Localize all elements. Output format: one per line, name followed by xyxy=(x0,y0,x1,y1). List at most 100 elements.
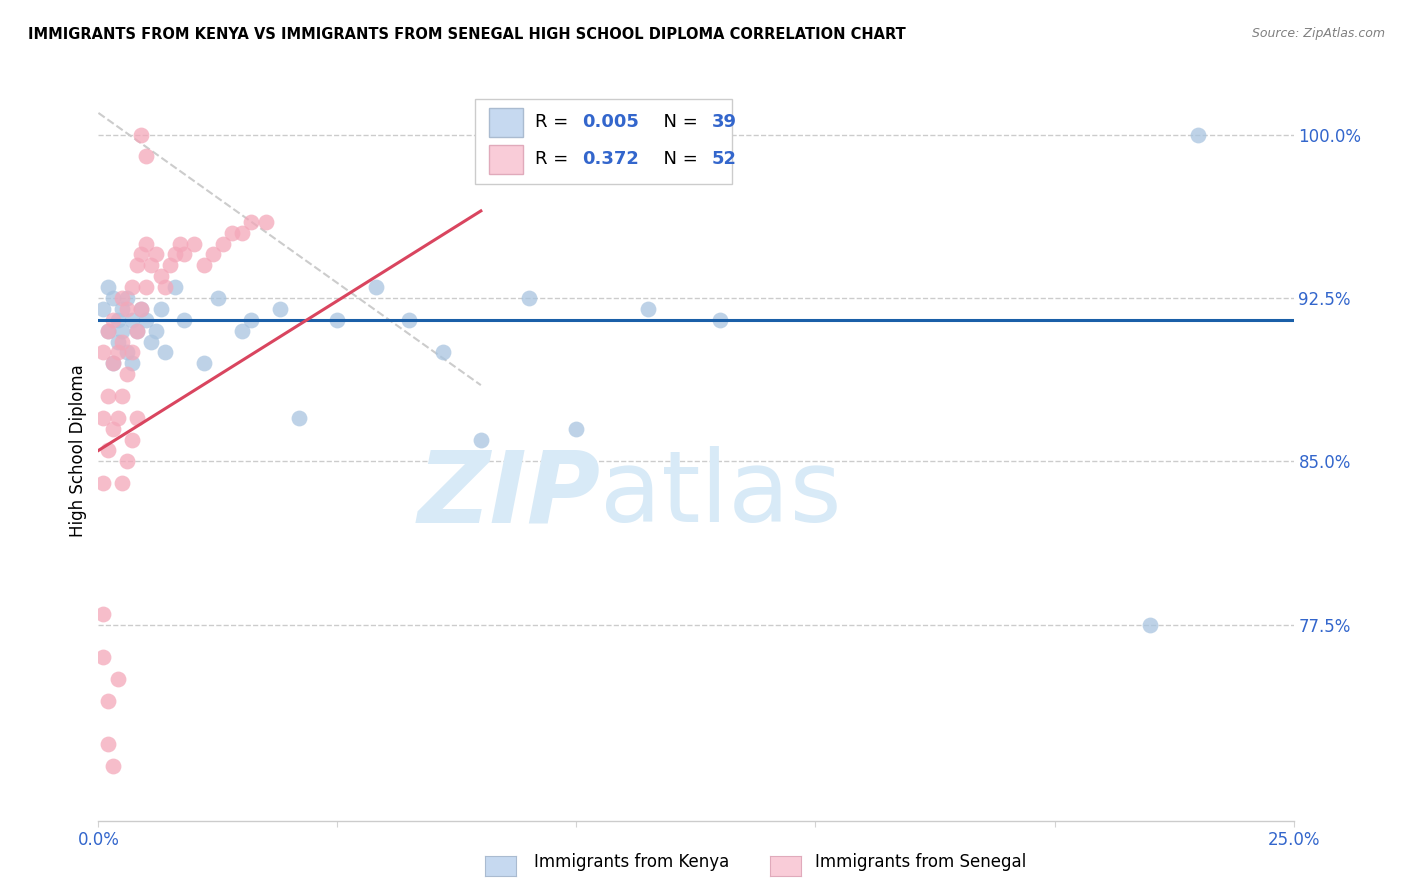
Text: N =: N = xyxy=(652,151,703,169)
Text: 52: 52 xyxy=(711,151,737,169)
Point xyxy=(193,258,215,272)
Point xyxy=(637,301,659,316)
Point xyxy=(163,280,186,294)
Point xyxy=(91,650,114,665)
Point xyxy=(91,301,114,316)
Point xyxy=(111,301,134,316)
Point xyxy=(101,422,124,436)
Point xyxy=(115,301,138,316)
Point xyxy=(145,247,167,261)
Point xyxy=(121,345,143,359)
Point xyxy=(517,291,540,305)
Point xyxy=(211,236,233,251)
Point xyxy=(107,410,129,425)
Point xyxy=(240,313,263,327)
Point xyxy=(149,301,172,316)
Point xyxy=(193,356,215,370)
Point xyxy=(135,236,157,251)
Point xyxy=(240,215,263,229)
Point xyxy=(91,476,114,491)
Point xyxy=(101,291,124,305)
Point xyxy=(135,149,157,163)
Point xyxy=(231,324,253,338)
Point xyxy=(101,759,124,773)
Point xyxy=(107,334,129,349)
Point xyxy=(231,226,253,240)
Text: R =: R = xyxy=(534,151,574,169)
Point xyxy=(125,324,148,338)
Y-axis label: High School Diploma: High School Diploma xyxy=(69,364,87,537)
Text: N =: N = xyxy=(652,113,703,131)
Point xyxy=(163,247,186,261)
Point xyxy=(1187,128,1209,142)
Point xyxy=(135,280,157,294)
Text: R =: R = xyxy=(534,113,574,131)
Point xyxy=(709,313,731,327)
Text: Source: ZipAtlas.com: Source: ZipAtlas.com xyxy=(1251,27,1385,40)
Point xyxy=(131,301,153,316)
Point xyxy=(107,345,129,359)
Text: ZIP: ZIP xyxy=(418,446,600,543)
Text: Immigrants from Kenya: Immigrants from Kenya xyxy=(534,853,730,871)
Point xyxy=(115,368,138,382)
Point xyxy=(398,313,420,327)
Point xyxy=(107,672,129,686)
Point xyxy=(97,738,120,752)
FancyBboxPatch shape xyxy=(475,99,733,184)
Point xyxy=(121,313,143,327)
Point xyxy=(111,389,134,403)
FancyBboxPatch shape xyxy=(489,145,523,174)
Point xyxy=(91,607,114,621)
FancyBboxPatch shape xyxy=(489,109,523,136)
Point xyxy=(97,389,120,403)
Text: Immigrants from Senegal: Immigrants from Senegal xyxy=(815,853,1026,871)
Point xyxy=(159,258,181,272)
Point xyxy=(97,324,120,338)
Point xyxy=(139,258,162,272)
Point xyxy=(115,345,138,359)
Point xyxy=(111,291,134,305)
Point xyxy=(121,356,143,370)
Point xyxy=(183,236,205,251)
Point xyxy=(149,269,172,284)
Point xyxy=(364,280,387,294)
Point xyxy=(326,313,349,327)
Point xyxy=(111,334,134,349)
Point xyxy=(470,433,492,447)
Point xyxy=(202,247,225,261)
Point xyxy=(121,433,143,447)
Point xyxy=(155,345,177,359)
Point xyxy=(169,236,191,251)
Point xyxy=(115,454,138,468)
Text: 0.372: 0.372 xyxy=(582,151,640,169)
Point xyxy=(1139,617,1161,632)
Point xyxy=(101,356,124,370)
Point xyxy=(121,280,143,294)
Point xyxy=(101,313,124,327)
Point xyxy=(97,324,120,338)
Point xyxy=(97,694,120,708)
Point xyxy=(125,324,148,338)
Point xyxy=(254,215,277,229)
Point xyxy=(139,334,162,349)
Point xyxy=(97,443,120,458)
Point xyxy=(155,280,177,294)
Point xyxy=(131,247,153,261)
Point xyxy=(135,313,157,327)
Point xyxy=(173,313,195,327)
Point xyxy=(125,410,148,425)
Point xyxy=(101,356,124,370)
Point xyxy=(91,345,114,359)
Point xyxy=(97,280,120,294)
Text: 39: 39 xyxy=(711,113,737,131)
Point xyxy=(269,301,291,316)
Text: atlas: atlas xyxy=(600,446,842,543)
Point xyxy=(131,301,153,316)
Point xyxy=(91,410,114,425)
Point xyxy=(565,422,588,436)
Point xyxy=(125,258,148,272)
Point xyxy=(432,345,454,359)
Text: IMMIGRANTS FROM KENYA VS IMMIGRANTS FROM SENEGAL HIGH SCHOOL DIPLOMA CORRELATION: IMMIGRANTS FROM KENYA VS IMMIGRANTS FROM… xyxy=(28,27,905,42)
Text: 0.005: 0.005 xyxy=(582,113,640,131)
Point xyxy=(288,410,311,425)
